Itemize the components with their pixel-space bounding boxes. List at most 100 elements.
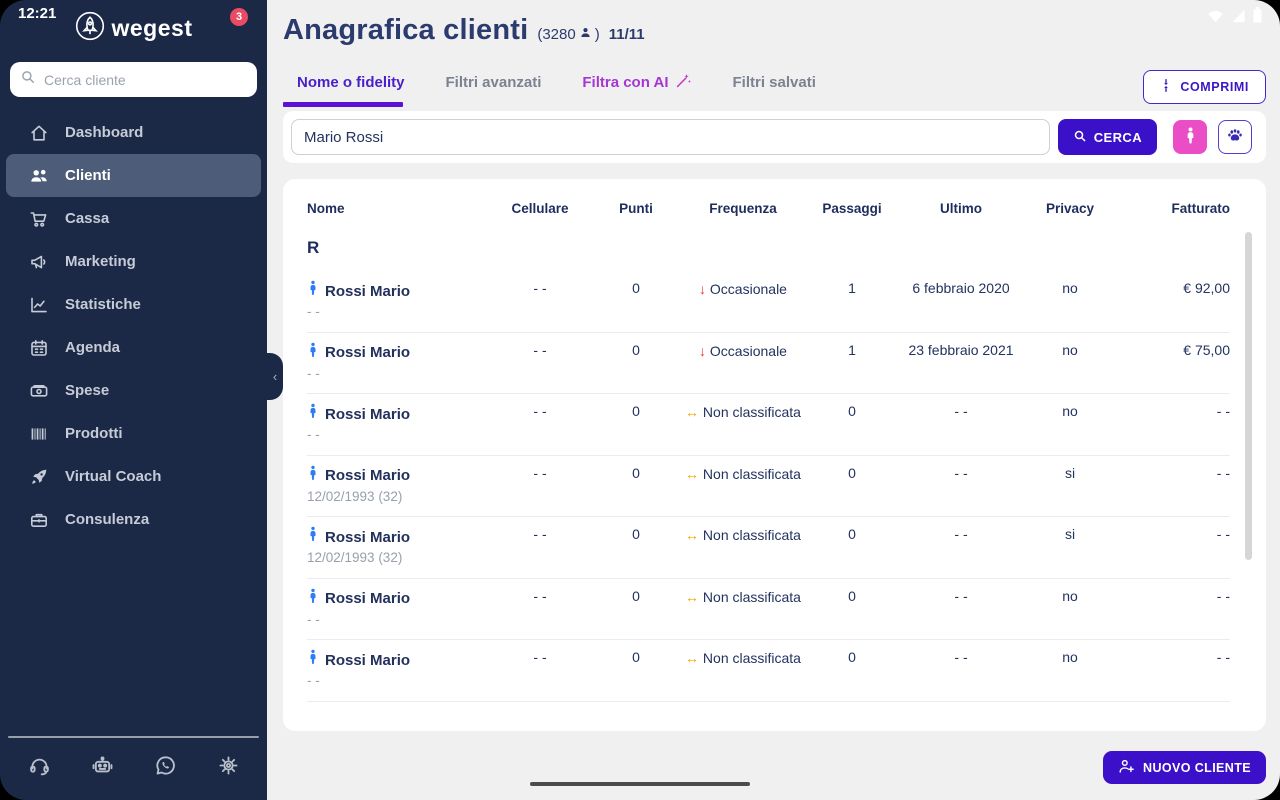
page-indicator: 11/11 [608, 26, 645, 43]
client-name-cell: Rossi Mario - - [307, 649, 492, 701]
android-status-icons [1207, 7, 1262, 23]
cell-ultimo: 23 febbraio 2021 [908, 341, 1014, 358]
sidebar-item-spese[interactable]: Spese [6, 369, 261, 412]
sidebar-item-cassa[interactable]: Cassa [6, 197, 261, 240]
frequency-label: Occasionale [709, 281, 787, 297]
person-icon [1183, 127, 1198, 147]
wand-icon [675, 72, 692, 93]
table-row[interactable]: Rossi Mario - - - - 0 ↔ Non classificata… [307, 394, 1230, 456]
cell-passaggi: 1 [848, 280, 856, 296]
cell-cellulare: - - [533, 403, 547, 419]
client-subtitle: - - [307, 365, 320, 381]
client-name: Rossi Mario [325, 344, 411, 361]
whatsapp-icon[interactable] [152, 752, 178, 778]
megaphone-icon [28, 251, 50, 273]
vertical-scrollbar[interactable] [1245, 232, 1252, 560]
tab-filtra-con-ai[interactable]: Filtra con AI [582, 72, 691, 93]
table-row[interactable]: Rossi Mario - - - - 0 ↓ Occasionale 1 23… [307, 333, 1230, 394]
paw-filter-button[interactable] [1218, 120, 1252, 154]
sidebar-search-input[interactable] [44, 71, 247, 88]
comprimi-button[interactable]: COMPRIMI [1143, 70, 1266, 104]
barcode-icon [28, 423, 50, 445]
cell-privacy: no [1062, 587, 1078, 604]
tab-filtri-avanzati[interactable]: Filtri avanzati [445, 74, 542, 91]
tab-nome-o-fidelity[interactable]: Nome o fidelity [297, 74, 405, 91]
active-tab-underline [283, 102, 403, 107]
cell-cellulare: - - [533, 341, 547, 358]
client-subtitle: - - [307, 427, 320, 442]
cell-fatturato: - - [1216, 526, 1230, 542]
table-body: Rossi Mario - - - - 0 ↓ Occasionale 1 6 … [307, 271, 1230, 702]
table-row[interactable]: Rossi Mario 12/02/1993 (32) - - 0 ↔ Non … [307, 456, 1230, 517]
column-header-passaggi: Passaggi [822, 201, 882, 216]
cell-privacy: no [1062, 649, 1078, 665]
sidebar-item-prodotti[interactable]: Prodotti [6, 412, 261, 455]
nuovo-cliente-button[interactable]: NUOVO CLIENTE [1103, 751, 1266, 784]
sidebar-item-label: Spese [65, 382, 110, 399]
clients-table-card: Nome Cellulare Punti Frequenza Passaggi Ultim… [283, 179, 1266, 731]
cell-passaggi: 0 [848, 464, 856, 481]
client-name-cell: Rossi Mario - - [307, 342, 492, 394]
rocket-logo-icon [75, 11, 105, 46]
frequency-arrow-icon: ↔ [685, 650, 700, 666]
robot-icon[interactable] [89, 752, 115, 778]
table-row[interactable]: Rossi Mario - - - - 0 ↔ Non classificata… [307, 640, 1230, 702]
headset-icon[interactable] [26, 752, 52, 778]
paw-icon [1226, 127, 1244, 147]
cell-punti: 0 [632, 403, 640, 419]
gesture-navigation-bar[interactable] [530, 782, 750, 786]
client-subtitle: - - [307, 304, 320, 319]
cell-punti: 0 [632, 526, 640, 542]
cell-punti: 0 [632, 464, 640, 481]
chevron-left-icon: ‹ [272, 369, 278, 384]
sidebar-item-label: Prodotti [65, 425, 123, 442]
sidebar-item-agenda[interactable]: Agenda [6, 326, 261, 369]
sidebar-item-statistiche[interactable]: Statistiche [6, 283, 261, 326]
frequency-label: Non classificata [702, 588, 801, 605]
cell-privacy: no [1062, 341, 1078, 358]
signal-icon [1231, 9, 1246, 23]
person-icon [307, 342, 319, 364]
page-title: Anagrafica clienti [283, 14, 529, 46]
sidebar-item-virtual-coach[interactable]: Virtual Coach [6, 455, 261, 498]
cell-passaggi: 0 [848, 587, 856, 604]
sidebar-item-clienti[interactable]: Clienti [6, 154, 261, 197]
cell-frequenza: ↔ Non classificata [684, 649, 802, 701]
client-subtitle: 12/02/1993 (32) [307, 488, 403, 504]
cell-cellulare: - - [533, 280, 547, 296]
sidebar-item-label: Consulenza [65, 511, 150, 528]
filter-tabs: Nome o fidelity Filtri avanzati Filtra con… [283, 72, 1266, 93]
cell-passaggi: 0 [848, 649, 856, 665]
sidebar-item-dashboard[interactable]: Dashboard [6, 111, 261, 154]
sidebar-item-marketing[interactable]: Marketing [6, 240, 261, 283]
cell-ultimo: - - [954, 526, 968, 542]
person-icon [307, 649, 319, 671]
column-header-nome: Nome [307, 201, 345, 216]
sidebar-collapse-handle[interactable]: ‹ [267, 353, 283, 400]
page-header: Anagrafica clienti (3280 ) 11/11 [283, 14, 1266, 47]
person-icon [307, 280, 319, 302]
brand-logo: wegest 3 [0, 4, 267, 52]
sidebar-search[interactable] [10, 62, 257, 97]
cell-ultimo: - - [954, 464, 968, 481]
cell-privacy: si [1064, 464, 1076, 481]
cell-punti: 0 [632, 341, 640, 358]
tab-filtri-salvati[interactable]: Filtri salvati [732, 74, 816, 91]
frequency-arrow-icon: ↔ [685, 588, 700, 605]
home-icon [28, 122, 50, 144]
table-row[interactable]: Rossi Mario 12/02/1993 (32) - - 0 ↔ Non … [307, 517, 1230, 579]
cerca-button[interactable]: CERCA [1057, 119, 1157, 155]
sidebar-item-consulenza[interactable]: Consulenza [6, 498, 261, 541]
notification-badge[interactable]: 3 [230, 8, 248, 26]
sidebar-item-label: Marketing [65, 253, 136, 270]
client-search-input[interactable] [291, 119, 1050, 155]
frequency-arrow-icon: ↔ [685, 527, 700, 543]
cell-fatturato: € 92,00 [1183, 280, 1230, 296]
gear-icon[interactable] [215, 752, 241, 778]
table-row[interactable]: Rossi Mario - - - - 0 ↔ Non classificata… [307, 579, 1230, 640]
person-filter-button[interactable] [1173, 120, 1207, 154]
client-count: (3280 ) [537, 26, 600, 43]
frequency-arrow-icon: ↔ [685, 465, 700, 482]
table-row[interactable]: Rossi Mario - - - - 0 ↓ Occasionale 1 6 … [307, 271, 1230, 333]
column-header-cellulare: Cellulare [511, 201, 569, 216]
